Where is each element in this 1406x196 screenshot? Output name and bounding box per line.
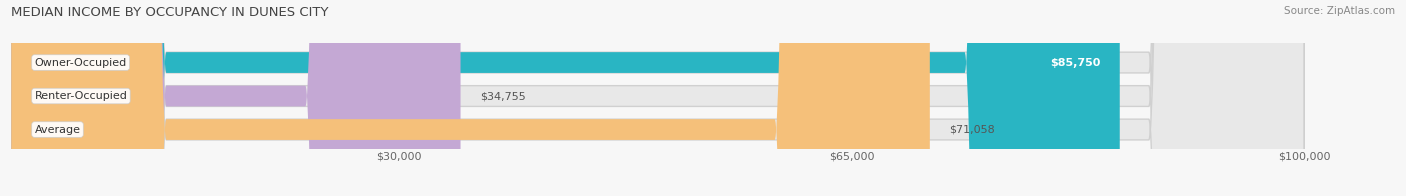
Text: $34,755: $34,755: [479, 91, 526, 101]
Text: Average: Average: [35, 124, 80, 134]
Text: $71,058: $71,058: [949, 124, 995, 134]
Text: Owner-Occupied: Owner-Occupied: [35, 58, 127, 68]
Text: MEDIAN INCOME BY OCCUPANCY IN DUNES CITY: MEDIAN INCOME BY OCCUPANCY IN DUNES CITY: [11, 6, 329, 19]
FancyBboxPatch shape: [11, 0, 1303, 196]
FancyBboxPatch shape: [11, 0, 929, 196]
FancyBboxPatch shape: [11, 0, 461, 196]
FancyBboxPatch shape: [11, 0, 1119, 196]
Text: Renter-Occupied: Renter-Occupied: [35, 91, 128, 101]
FancyBboxPatch shape: [11, 0, 1303, 196]
Text: Source: ZipAtlas.com: Source: ZipAtlas.com: [1284, 6, 1395, 16]
FancyBboxPatch shape: [11, 0, 1303, 196]
Text: $85,750: $85,750: [1050, 58, 1101, 68]
